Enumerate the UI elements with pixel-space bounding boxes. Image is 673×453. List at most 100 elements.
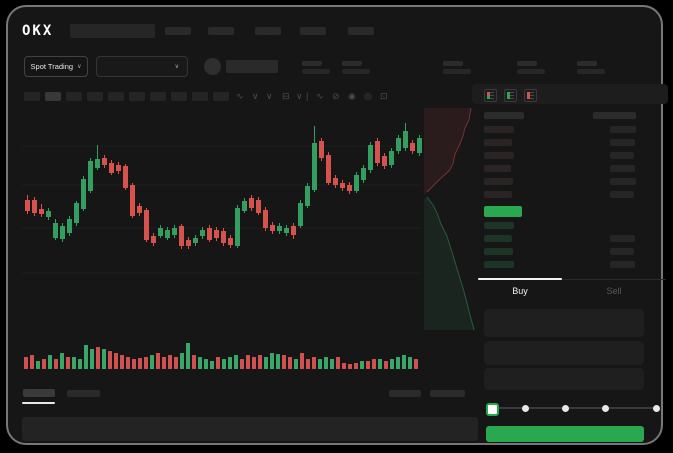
bottom-header-placeholder <box>389 390 421 397</box>
buy-tab-underline <box>478 278 562 280</box>
orderbook-column-header <box>593 112 636 119</box>
book-asks-icon[interactable] <box>524 89 537 102</box>
bid-row-size-bar[interactable] <box>484 235 512 242</box>
ask-row-size-bar[interactable] <box>484 139 512 146</box>
spot-trading-label: Spot Trading <box>30 62 74 71</box>
timeframe-button[interactable] <box>192 92 208 101</box>
orderbook-header-strip <box>472 84 668 104</box>
ask-row-size-bar[interactable] <box>484 126 514 133</box>
ask-row-total-bar[interactable] <box>610 139 635 146</box>
bottom-tab-active[interactable] <box>23 389 55 397</box>
book-icon-rows <box>490 92 494 99</box>
book-icon-bar <box>527 92 530 99</box>
bottom-tab-underline <box>22 402 55 404</box>
coin-avatar <box>204 58 221 75</box>
tab-sell[interactable]: Sell <box>606 286 622 296</box>
volume-chart <box>24 343 418 369</box>
book-both-icon[interactable] <box>484 89 497 102</box>
bottom-tab[interactable] <box>67 390 100 397</box>
camera-icon[interactable]: ◉ <box>348 91 356 101</box>
bid-row-total-bar[interactable] <box>610 261 635 268</box>
bid-row-size-bar[interactable] <box>484 222 514 229</box>
ask-row-size-bar[interactable] <box>484 165 511 172</box>
stat-label-placeholder <box>443 61 463 66</box>
timeframe-button[interactable] <box>24 92 40 101</box>
spot-trading-dropdown[interactable]: Spot Trading ∨ <box>24 56 88 77</box>
indicator-icon[interactable]: ∿ <box>316 91 324 101</box>
chevron-down-icon: ∨ <box>174 64 179 70</box>
nav-item-placeholder[interactable] <box>300 27 326 35</box>
last-price-bar[interactable] <box>484 206 522 217</box>
nav-item-placeholder[interactable] <box>165 27 191 35</box>
candle-style-icon[interactable]: ⊟ <box>282 91 290 101</box>
stat-label-placeholder <box>517 61 537 66</box>
ask-row-total-bar[interactable] <box>610 178 636 185</box>
ask-row-size-bar[interactable] <box>484 152 514 159</box>
timeframe-button[interactable] <box>66 92 82 101</box>
candlestick-chart[interactable] <box>22 113 422 333</box>
stat-label-placeholder <box>302 61 322 66</box>
slider-stop-dot[interactable] <box>562 405 569 412</box>
global-search-placeholder[interactable] <box>70 24 155 38</box>
chart-type-icon[interactable]: ∿ <box>236 91 244 101</box>
stat-value-placeholder <box>302 69 330 74</box>
stat-label-placeholder <box>577 61 597 66</box>
toolbar-divider: | <box>306 91 309 101</box>
book-icon-rows <box>530 92 534 99</box>
ask-row-total-bar[interactable] <box>610 165 635 172</box>
slider-stop-dot[interactable] <box>602 405 609 412</box>
tabs-divider <box>478 279 666 280</box>
orderbook-column-header <box>484 112 524 119</box>
draw-icon[interactable]: ⊘ <box>332 91 340 101</box>
bottom-row-placeholder <box>22 417 478 441</box>
stat-value-placeholder <box>443 69 471 74</box>
total-input[interactable] <box>484 368 644 390</box>
nav-item-placeholder[interactable] <box>208 27 234 35</box>
settings-icon[interactable]: ◎ <box>364 91 372 101</box>
pair-select-dropdown[interactable]: ∨ <box>96 56 188 77</box>
candle-style-chevron-icon[interactable]: ∨ <box>296 91 303 101</box>
ask-row-total-bar[interactable] <box>610 191 634 198</box>
price-input[interactable] <box>484 309 644 337</box>
coin-name-placeholder <box>226 60 278 73</box>
buy-submit-button[interactable] <box>486 426 644 442</box>
book-icon-rows <box>510 92 514 99</box>
slider-stop-dot[interactable] <box>522 405 529 412</box>
stat-value-placeholder <box>577 69 605 74</box>
bid-row-size-bar[interactable] <box>484 261 514 268</box>
ask-row-total-bar[interactable] <box>610 152 634 159</box>
book-icon-bar <box>487 92 490 99</box>
okx-logo[interactable]: OKX <box>22 23 54 39</box>
ask-row-size-bar[interactable] <box>484 191 512 198</box>
book-bids-icon[interactable] <box>504 89 517 102</box>
timeframe-button[interactable] <box>108 92 124 101</box>
timeframe-button[interactable] <box>150 92 166 101</box>
interval-chevron-icon[interactable]: ∨ <box>266 91 273 101</box>
nav-item-placeholder[interactable] <box>348 27 374 35</box>
amount-slider-track[interactable] <box>490 407 656 409</box>
depth-overlay <box>424 108 480 330</box>
ask-row-total-bar[interactable] <box>610 126 636 133</box>
bid-row-total-bar[interactable] <box>610 248 634 255</box>
amount-slider-handle[interactable] <box>486 403 499 416</box>
stat-label-placeholder <box>342 61 362 66</box>
book-icon-bar <box>507 92 510 99</box>
slider-stop-dot[interactable] <box>653 405 660 412</box>
timeframe-button[interactable] <box>129 92 145 101</box>
stat-value-placeholder <box>517 69 545 74</box>
tab-buy[interactable]: Buy <box>512 286 528 296</box>
nav-item-placeholder[interactable] <box>255 27 281 35</box>
stat-value-placeholder <box>342 69 370 74</box>
timeframe-button[interactable] <box>171 92 187 101</box>
bottom-header-placeholder <box>430 390 465 397</box>
timeframe-button[interactable] <box>87 92 103 101</box>
fullscreen-icon[interactable]: ⊡ <box>380 91 388 101</box>
timeframe-button-active[interactable] <box>45 92 61 101</box>
ask-row-size-bar[interactable] <box>484 178 513 185</box>
bid-row-total-bar[interactable] <box>610 235 635 242</box>
amount-input[interactable] <box>484 341 644 365</box>
timeframe-button[interactable] <box>213 92 229 101</box>
chart-type-chevron-icon[interactable]: ∨ <box>252 91 259 101</box>
bid-row-size-bar[interactable] <box>484 248 513 255</box>
